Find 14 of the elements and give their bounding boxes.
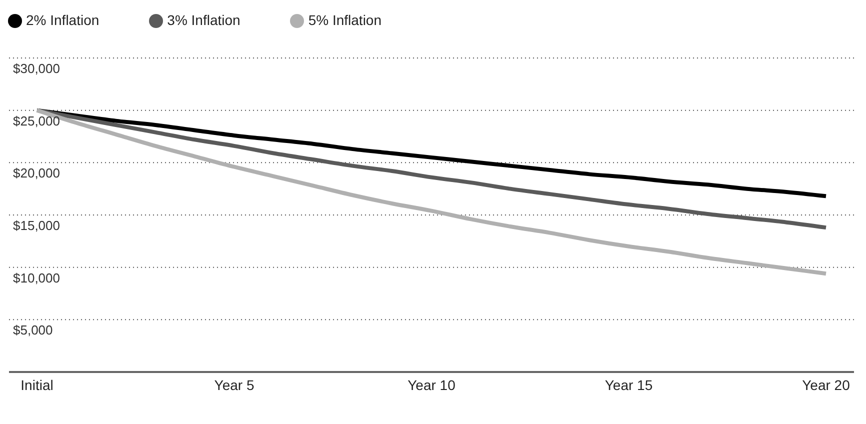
legend-label: 3% Inflation	[167, 12, 240, 28]
y-tick-label: $10,000	[13, 270, 60, 286]
legend-label: 5% Inflation	[308, 12, 382, 28]
x-tick-label: Year 5	[214, 376, 254, 393]
y-tick-label: $5,000	[13, 322, 53, 338]
x-tick-label: Year 10	[408, 376, 456, 393]
y-tick-label: $15,000	[13, 218, 60, 233]
x-tick-label: Year 20	[802, 376, 850, 393]
y-tick-label: $30,000	[13, 61, 60, 76]
x-tick-label: Initial	[20, 376, 54, 393]
y-tick-label: $25,000	[13, 113, 60, 128]
y-tick-label: $20,000	[13, 166, 60, 181]
legend-label: 2% Inflation	[26, 12, 100, 28]
x-tick-label: Year 15	[604, 376, 653, 393]
